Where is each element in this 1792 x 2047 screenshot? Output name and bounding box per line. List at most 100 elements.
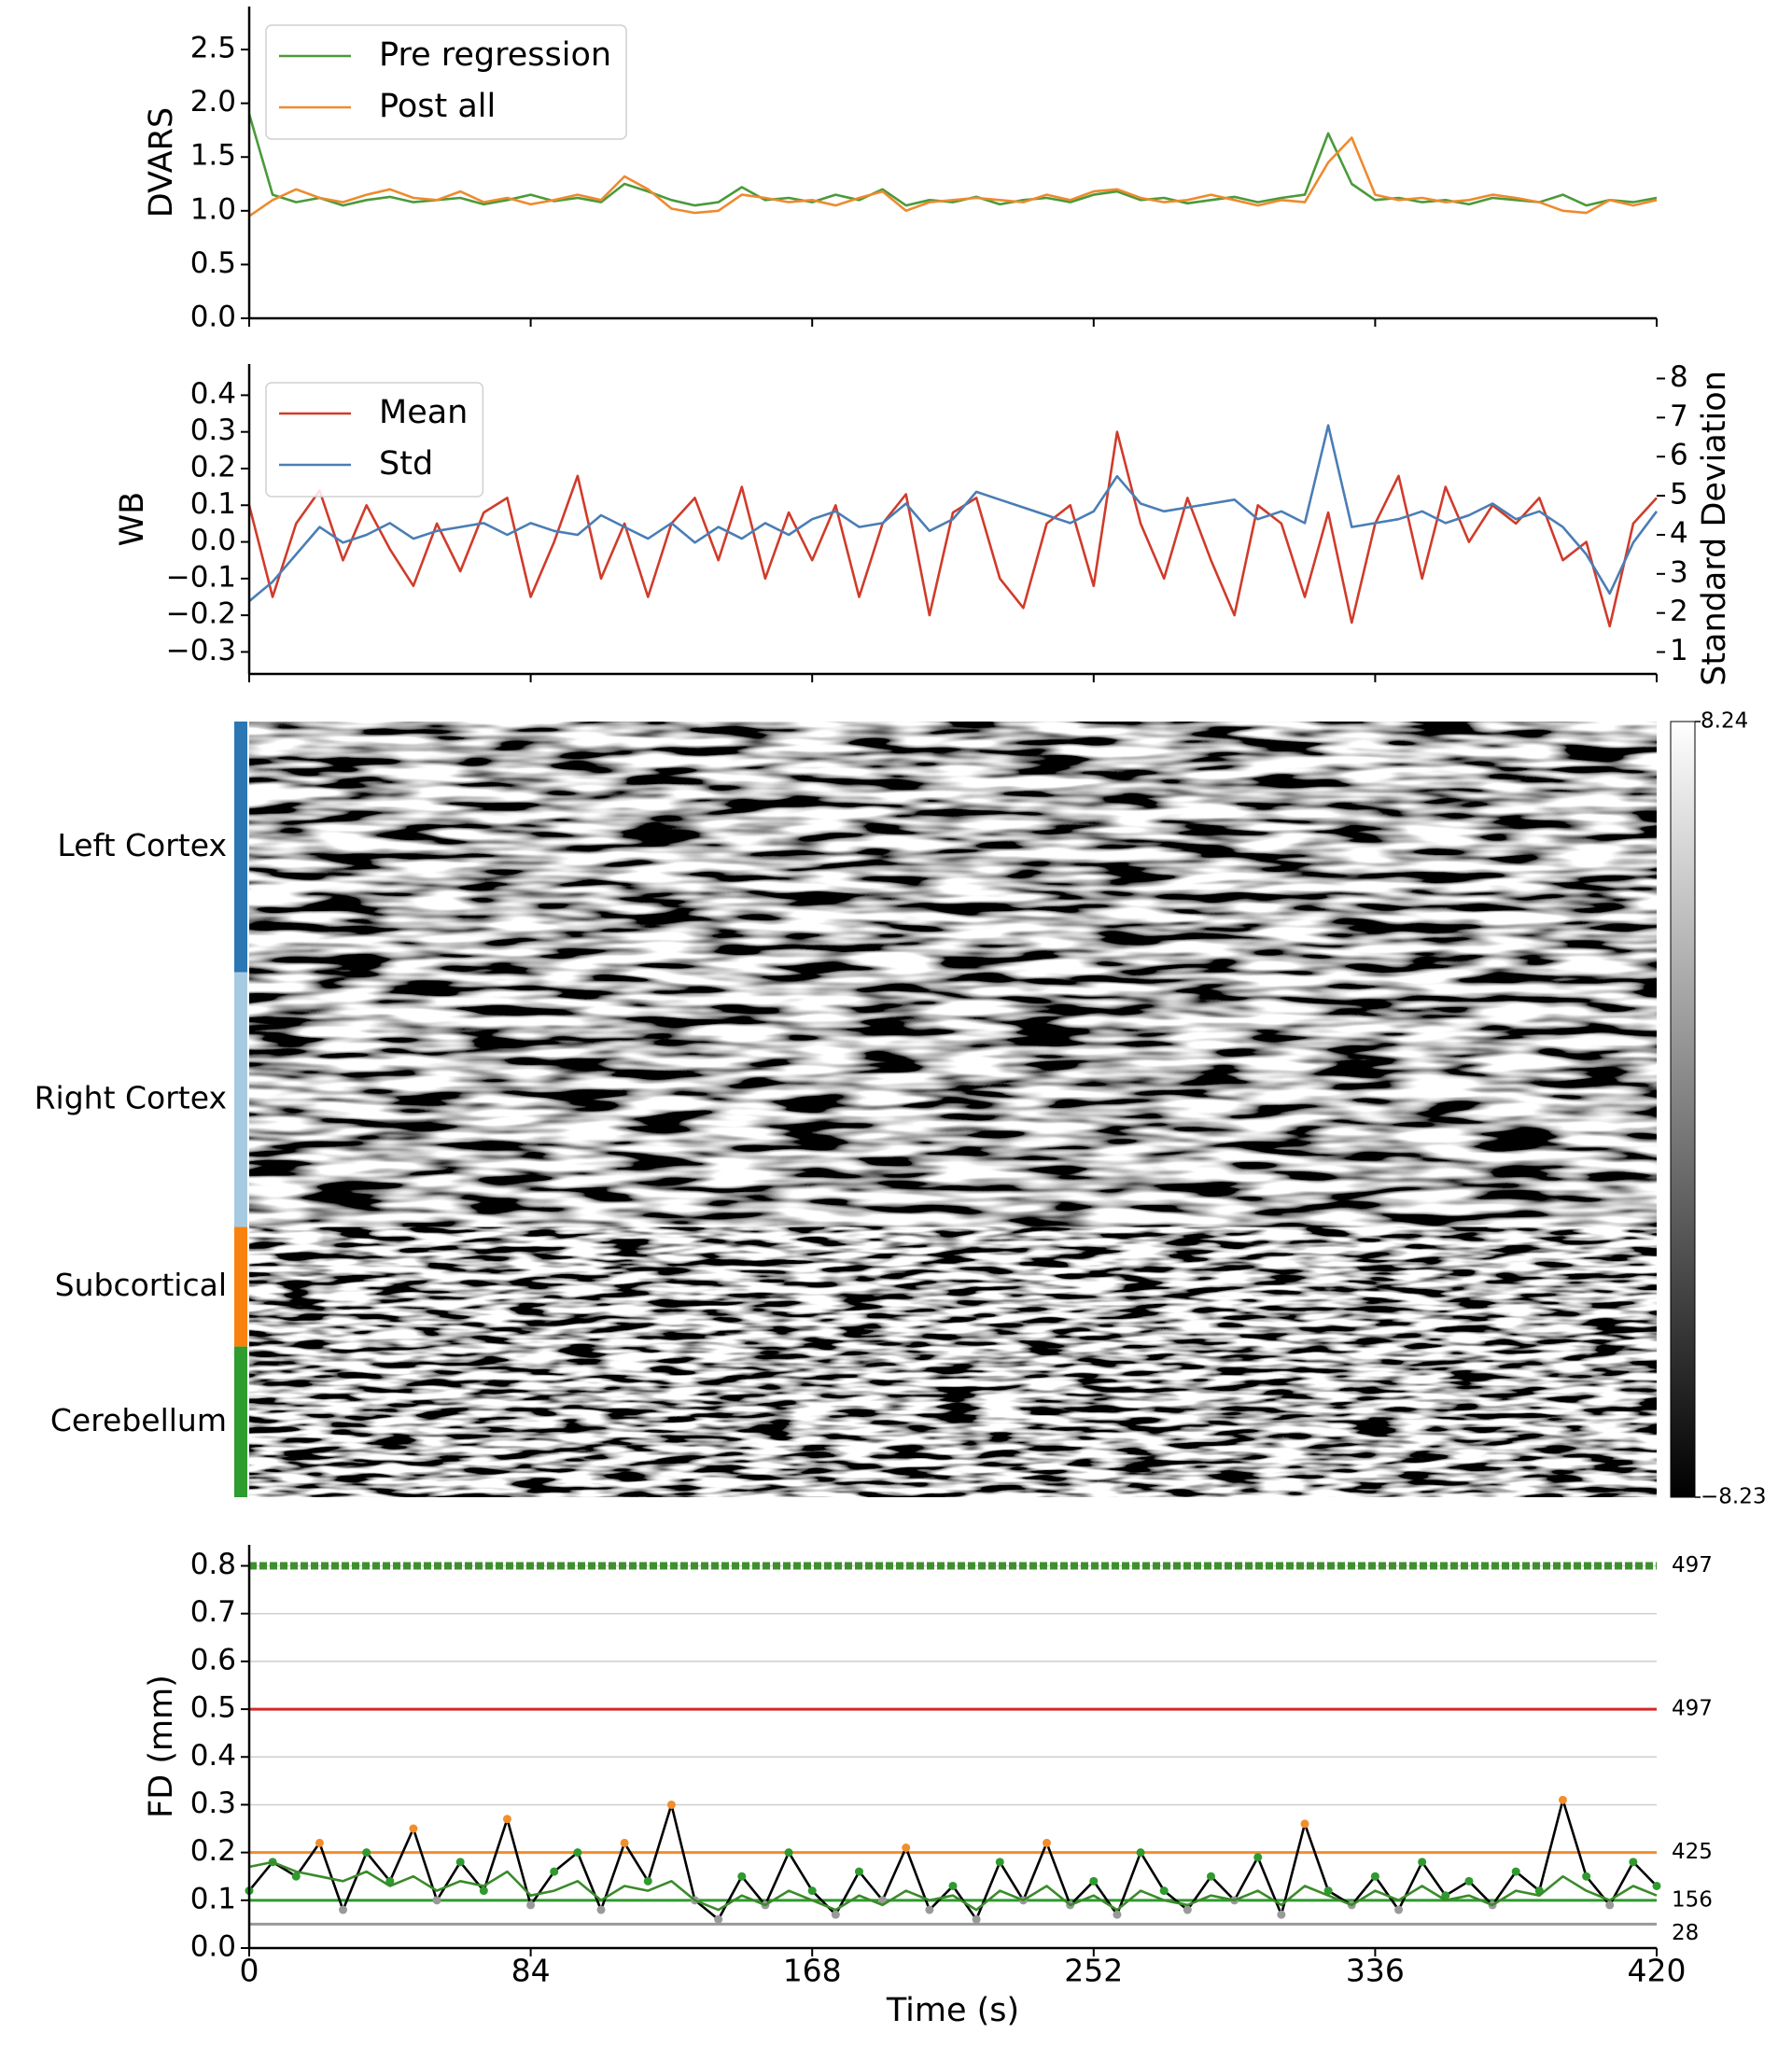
carpet-block	[249, 972, 1657, 1227]
point	[902, 1844, 911, 1853]
point	[1253, 1853, 1263, 1862]
y2-tick-label: 2	[1670, 595, 1688, 628]
point	[1277, 1910, 1286, 1919]
point	[550, 1867, 559, 1876]
group-bar	[234, 972, 247, 1227]
x-tick-label: 84	[511, 1953, 551, 1989]
y-tick-label: 0.7	[190, 1595, 236, 1629]
y-tick-label: 0.2	[190, 450, 236, 484]
x-tick-label: 252	[1064, 1953, 1123, 1989]
point	[643, 1876, 652, 1886]
carpet-block	[249, 722, 1657, 973]
y-tick-label: 0.2	[190, 1834, 236, 1868]
point	[1418, 1858, 1427, 1867]
y-tick-label: 0.0	[190, 1930, 236, 1964]
point	[291, 1872, 301, 1881]
point	[925, 1905, 934, 1914]
threshold-count: 156	[1672, 1887, 1713, 1912]
x-tick-label: 168	[783, 1953, 842, 1989]
series-line	[247, 430, 1658, 628]
point	[1089, 1876, 1099, 1886]
y-tick-label: 0.8	[190, 1548, 236, 1581]
y2-tick-label: 5	[1670, 478, 1688, 512]
point	[1159, 1886, 1169, 1896]
point	[455, 1858, 465, 1867]
point	[502, 1815, 511, 1824]
y-tick-label: 0.5	[190, 246, 236, 280]
legend-label: Pre regression	[379, 36, 611, 74]
legend: Mean Std	[265, 382, 484, 498]
colorbar-tick-label: 8.24	[1701, 709, 1748, 734]
y-tick-label: 0.0	[190, 301, 236, 334]
point	[784, 1848, 793, 1858]
y-tick-label: 0.0	[190, 524, 236, 557]
y2-tick-label: 4	[1670, 516, 1688, 550]
point	[315, 1838, 324, 1847]
group-bar	[234, 1227, 247, 1347]
legend-box	[265, 382, 484, 498]
y-tick-label: −0.1	[166, 560, 236, 594]
point	[385, 1876, 395, 1886]
legend: Pre regression Post all	[265, 24, 627, 140]
point	[1558, 1795, 1567, 1804]
threshold-count: 425	[1672, 1840, 1713, 1864]
point	[526, 1900, 536, 1910]
legend-box	[265, 24, 627, 140]
point	[1394, 1905, 1404, 1914]
threshold-count: 497	[1672, 1553, 1713, 1577]
legend-label: Std	[379, 445, 433, 483]
point	[1464, 1876, 1474, 1886]
series-line	[248, 424, 1659, 603]
x-tick-label: 420	[1628, 1953, 1687, 1989]
y-tick-label: 0.4	[190, 1739, 236, 1773]
series-line	[247, 113, 1658, 207]
point	[1043, 1838, 1052, 1847]
point	[479, 1886, 488, 1896]
y2-tick-label: 3	[1670, 555, 1688, 589]
group-bar	[234, 1346, 247, 1497]
point	[995, 1858, 1004, 1867]
point	[409, 1824, 418, 1833]
y2-tick-label: 6	[1670, 439, 1688, 472]
group-label: Right Cortex	[35, 1080, 227, 1116]
y-tick-label: 0.3	[190, 1787, 236, 1820]
point	[1300, 1819, 1309, 1829]
point	[339, 1905, 348, 1914]
x-axis-label: Time (s)	[886, 1992, 1019, 2029]
y2-tick-label: 1	[1670, 634, 1688, 667]
point	[620, 1838, 629, 1847]
y2-axis-label: Standard Deviation	[1696, 371, 1733, 686]
colorbar	[1670, 721, 1696, 1498]
group-label: Subcortical	[55, 1267, 227, 1303]
point	[1605, 1900, 1615, 1910]
threshold-count: 28	[1672, 1921, 1699, 1945]
y-tick-label: 0.3	[190, 414, 236, 447]
y-tick-label: 0.6	[190, 1643, 236, 1676]
point	[972, 1914, 981, 1924]
legend-label: Post all	[379, 88, 496, 125]
carpet-block	[249, 1227, 1657, 1347]
point	[807, 1886, 817, 1896]
point	[1370, 1872, 1379, 1881]
group-label: Cerebellum	[50, 1402, 227, 1438]
y-tick-label: 0.1	[190, 1882, 236, 1915]
y-tick-label: 2.5	[190, 32, 236, 65]
point	[1136, 1848, 1145, 1858]
point	[573, 1848, 582, 1858]
point	[362, 1848, 371, 1858]
point	[831, 1910, 840, 1919]
point	[1511, 1867, 1520, 1876]
point	[714, 1914, 723, 1924]
point	[1323, 1886, 1333, 1896]
group-label: Left Cortex	[57, 827, 227, 863]
point	[1183, 1905, 1192, 1914]
carpet-block	[249, 1346, 1657, 1497]
threshold-count: 497	[1672, 1697, 1713, 1721]
y-axis-label: DVARS	[143, 107, 180, 218]
y-axis-label: FD (mm)	[143, 1675, 180, 1818]
colorbar-tick-label: −8.23	[1701, 1485, 1766, 1509]
point	[596, 1905, 606, 1914]
point	[1206, 1872, 1215, 1881]
y-tick-label: 2.0	[190, 85, 236, 119]
